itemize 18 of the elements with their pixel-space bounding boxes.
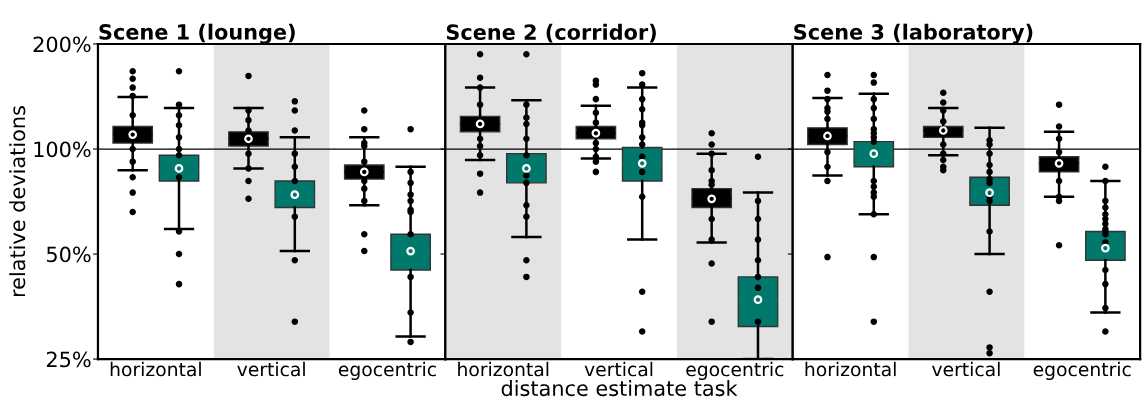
x-tick-label: egocentric [338, 361, 436, 381]
y-tick-label: 50% [47, 246, 91, 263]
y-tick-label: 100% [34, 141, 91, 158]
chart-title: Scene 3 (laboratory) [794, 23, 1033, 44]
x-tick-label: egocentric [686, 361, 784, 381]
chart-title: Scene 1 (lounge) [99, 23, 295, 44]
y-tick-label: 200% [33, 36, 91, 53]
y-tick-label: 25% [46, 351, 91, 368]
y-axis-title: relative deviations [9, 106, 26, 297]
x-tick-label: horizontal [805, 361, 896, 377]
chart-title: Scene 2 (corridor) [446, 23, 656, 43]
x-tick-label: vertical [584, 361, 653, 377]
x-tick-label: vertical [932, 361, 1000, 377]
x-axis-title: distance estimate task [501, 380, 738, 397]
x-tick-label: egocentric [1033, 361, 1131, 381]
x-tick-label: vertical [237, 361, 305, 377]
x-tick-label: horizontal [110, 361, 201, 377]
x-tick-label: horizontal [458, 361, 549, 377]
